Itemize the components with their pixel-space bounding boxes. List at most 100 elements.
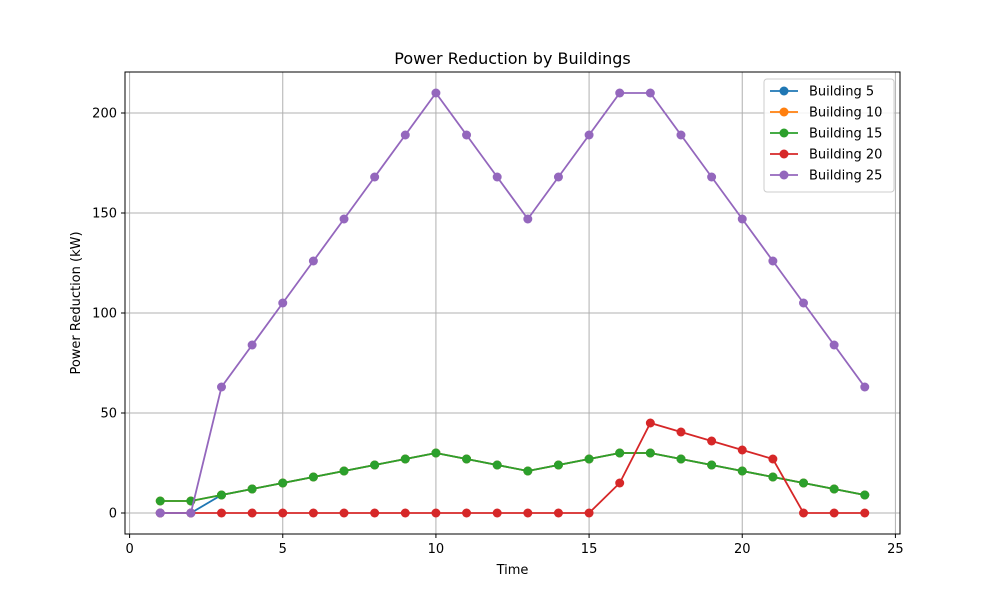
x-tick-label: 15: [581, 542, 598, 557]
y-tick-label: 0: [109, 507, 117, 522]
legend-marker: [779, 128, 789, 138]
series-line: [160, 452, 865, 514]
data-point: [584, 454, 594, 464]
data-point: [278, 478, 288, 488]
x-tick-label: 25: [887, 542, 904, 557]
data-point: [829, 340, 839, 350]
x-axis-label: Time: [496, 563, 529, 578]
legend-label: Building 20: [809, 148, 882, 163]
x-tick-label: 5: [279, 542, 287, 557]
data-point: [860, 490, 870, 500]
series-line: [160, 452, 865, 502]
data-point: [707, 460, 717, 470]
legend-label: Building 5: [809, 85, 874, 100]
series-layer: [155, 88, 870, 518]
data-point: [768, 472, 778, 482]
plot-frame: [124, 71, 901, 535]
series-1: [155, 448, 870, 518]
data-point: [400, 130, 410, 140]
data-point: [584, 508, 594, 518]
legend-marker: [779, 149, 789, 159]
data-point: [400, 454, 410, 464]
data-point: [768, 256, 778, 266]
data-point: [615, 478, 625, 488]
data-point: [829, 508, 839, 518]
data-point: [155, 496, 165, 506]
data-point: [523, 214, 533, 224]
data-point: [860, 382, 870, 392]
data-point: [308, 508, 318, 518]
data-point: [860, 508, 870, 518]
series-2: [155, 448, 870, 506]
data-point: [737, 445, 747, 455]
x-tick-label: 20: [734, 542, 751, 557]
y-tick-label: 200: [92, 107, 117, 122]
data-point: [462, 508, 472, 518]
data-point: [829, 484, 839, 494]
data-point: [645, 448, 655, 458]
data-point: [676, 130, 686, 140]
data-point: [676, 427, 686, 437]
data-point: [645, 418, 655, 428]
data-point: [553, 508, 563, 518]
data-point: [492, 508, 502, 518]
data-point: [523, 508, 533, 518]
data-point: [737, 214, 747, 224]
data-point: [676, 454, 686, 464]
data-point: [799, 298, 809, 308]
data-point: [523, 466, 533, 476]
x-tick-label: 10: [428, 542, 445, 557]
data-point: [247, 340, 257, 350]
y-axis-label: Power Reduction (kW): [69, 231, 84, 374]
legend-marker: [779, 86, 789, 96]
legend: Building 5 Building 10 Building 15 Building…: [763, 78, 895, 193]
legend-label: Building 15: [809, 127, 882, 142]
data-point: [615, 88, 625, 98]
series-line: [160, 452, 865, 502]
data-point: [462, 130, 472, 140]
data-point: [768, 454, 778, 464]
legend-label: Building 10: [809, 106, 882, 121]
legend-item: Building 20: [770, 148, 882, 163]
data-point: [370, 508, 380, 518]
data-point: [216, 508, 226, 518]
legend-item: Building 25: [770, 169, 882, 184]
data-point: [278, 508, 288, 518]
legend-marker: [779, 170, 789, 180]
data-point: [370, 460, 380, 470]
data-point: [645, 88, 655, 98]
data-point: [247, 484, 257, 494]
data-point: [339, 466, 349, 476]
data-point: [431, 508, 441, 518]
data-point: [370, 172, 380, 182]
legend-item: Building 10: [770, 106, 882, 121]
legend-marker: [779, 107, 789, 117]
y-tick-label: 100: [92, 307, 117, 322]
data-point: [216, 490, 226, 500]
y-tick-label: 150: [92, 207, 117, 222]
data-point: [799, 508, 809, 518]
data-point: [553, 172, 563, 182]
series-line: [160, 421, 865, 514]
data-point: [339, 508, 349, 518]
data-point: [584, 130, 594, 140]
data-point: [155, 508, 165, 518]
data-point: [400, 508, 410, 518]
chart-title: Power Reduction by Buildings: [394, 49, 630, 68]
data-point: [737, 466, 747, 476]
data-point: [431, 448, 441, 458]
legend-item: Building 5: [770, 85, 874, 100]
data-point: [278, 298, 288, 308]
data-point: [308, 472, 318, 482]
data-point: [553, 460, 563, 470]
x-tick-label: 0: [125, 542, 133, 557]
data-point: [431, 88, 441, 98]
legend-item: Building 15: [770, 127, 882, 142]
ticks: 0 5 10 15 20 25 0 50 100 150 200: [92, 107, 904, 558]
legend-box: [763, 78, 895, 193]
data-point: [492, 172, 502, 182]
data-point: [216, 382, 226, 392]
data-point: [615, 448, 625, 458]
data-point: [799, 478, 809, 488]
